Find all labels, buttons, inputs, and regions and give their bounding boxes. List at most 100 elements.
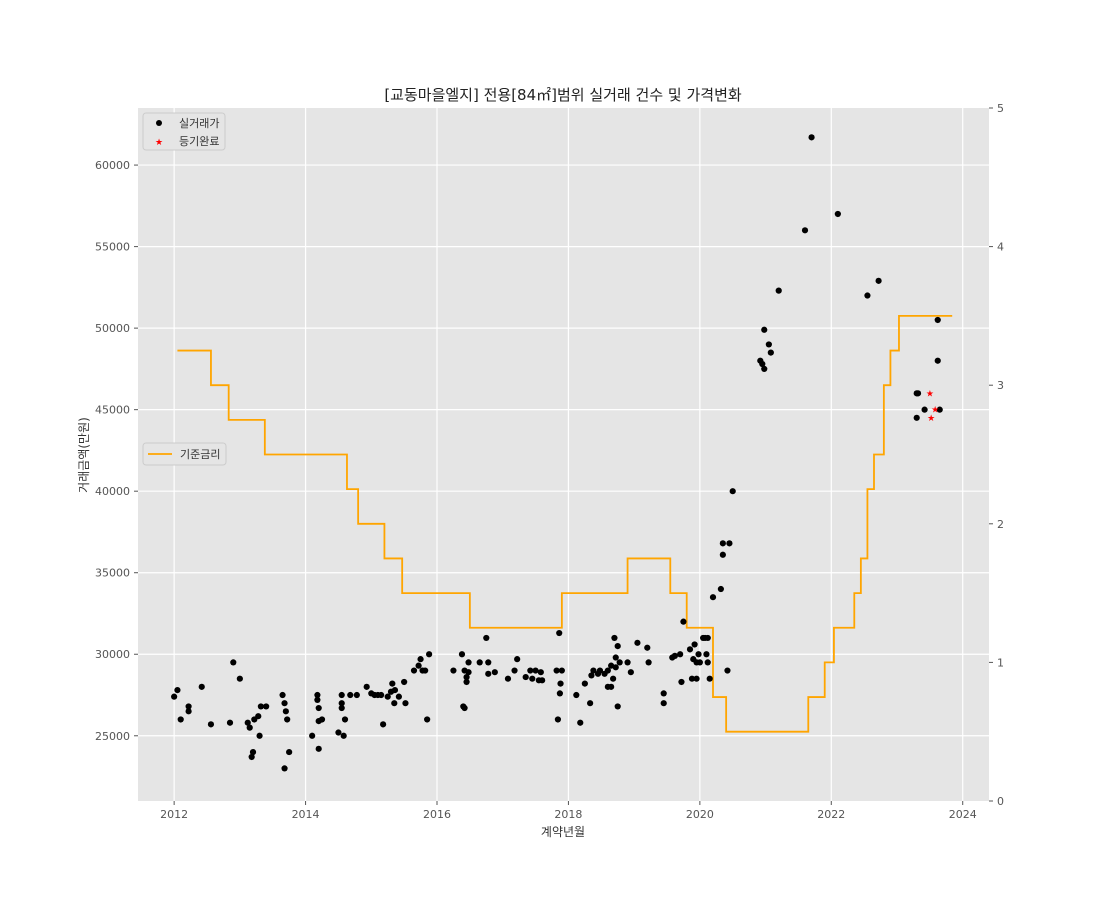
trade-point xyxy=(522,673,529,681)
trade-point xyxy=(426,651,433,658)
trade-point xyxy=(286,748,293,756)
trade-point xyxy=(281,700,288,707)
trade-point xyxy=(380,721,387,728)
trade-point xyxy=(378,691,385,699)
trade-point xyxy=(391,700,398,707)
x-axis-label: 계약년월 xyxy=(541,824,585,839)
legend-lower-box xyxy=(142,442,227,466)
trade-point xyxy=(363,683,370,690)
trade-point xyxy=(315,745,322,752)
trade-point xyxy=(706,675,713,682)
trade-point xyxy=(422,667,429,674)
legend-lower: 기준금리 xyxy=(142,442,227,466)
trade-point xyxy=(693,675,700,682)
y-tick-label: 40000 xyxy=(95,485,130,498)
trade-point xyxy=(717,585,724,593)
trade-point xyxy=(537,669,544,676)
trade-point xyxy=(775,287,782,294)
x-tick-label: 2022 xyxy=(817,808,845,821)
y-axis-ticks: 25000 30000 35000 40000 45000 50000 55000 60000 xyxy=(95,159,138,743)
x-tick-label: 2018 xyxy=(554,808,582,821)
trade-point xyxy=(284,716,291,723)
trade-point xyxy=(612,664,619,671)
registered-point: ★ xyxy=(927,414,935,424)
trade-point xyxy=(660,700,667,707)
trade-point xyxy=(704,659,711,666)
y-tick-label: 25000 xyxy=(95,730,130,743)
trade-point xyxy=(504,675,512,682)
trade-point xyxy=(389,680,396,687)
trade-point xyxy=(236,675,243,682)
trade-point xyxy=(318,716,326,723)
trade-point xyxy=(230,659,237,666)
trade-point xyxy=(335,729,342,736)
x-axis-ticks: 2012 2014 2016 2018 2020 2022 2024 xyxy=(160,801,977,821)
trade-point xyxy=(875,277,882,284)
trade-points-layer xyxy=(171,134,943,772)
trade-point xyxy=(644,644,651,651)
trade-point xyxy=(338,691,345,699)
trade-point xyxy=(913,414,920,421)
trade-point xyxy=(476,659,483,666)
trade-point xyxy=(614,642,621,650)
legend-upper: 실거래가 ★ 등기완료 xyxy=(142,112,226,151)
trade-point xyxy=(704,634,711,642)
trade-point xyxy=(765,341,772,348)
trade-point xyxy=(761,365,768,372)
trade-point xyxy=(391,687,399,694)
trade-point xyxy=(767,349,774,356)
trade-point xyxy=(461,704,468,712)
trade-point xyxy=(539,677,546,684)
legend-trade-marker xyxy=(156,120,162,126)
trade-point xyxy=(511,667,518,674)
gridlines xyxy=(138,108,989,801)
trade-point xyxy=(458,651,466,658)
trade-point xyxy=(678,678,685,686)
trade-point xyxy=(529,675,536,682)
trade-point xyxy=(198,683,205,690)
y2-axis-ticks: 0 1 2 3 4 5 xyxy=(989,102,1004,808)
trade-point xyxy=(256,732,263,739)
registered-point: ★ xyxy=(926,389,934,399)
trade-point xyxy=(686,646,694,653)
trade-point xyxy=(596,667,604,674)
trade-point xyxy=(340,732,347,739)
y-tick-label: 55000 xyxy=(95,241,130,254)
chart-title: [교동마을엘지] 전용[84㎡]범위 실거래 건수 및 가격변화 xyxy=(384,86,742,104)
trade-point xyxy=(759,360,766,368)
trade-point xyxy=(465,659,472,666)
trade-point xyxy=(257,703,264,710)
trade-point xyxy=(558,667,565,674)
trade-point xyxy=(491,669,498,676)
trade-point xyxy=(729,488,736,495)
trade-point xyxy=(246,724,253,731)
legend-trade-label: 실거래가 xyxy=(179,117,219,130)
trade-point xyxy=(557,680,564,687)
rate-line-layer xyxy=(177,315,953,733)
trade-point xyxy=(719,551,726,558)
x-tick-label: 2024 xyxy=(949,808,977,821)
y-tick-label: 50000 xyxy=(95,322,130,335)
trade-point xyxy=(514,656,521,663)
trade-point xyxy=(934,357,941,364)
trade-point xyxy=(588,672,595,679)
trade-point xyxy=(556,690,563,697)
trade-point xyxy=(314,691,321,699)
x-tick-label: 2016 xyxy=(423,808,451,821)
trade-point xyxy=(573,691,580,699)
trade-point xyxy=(177,716,184,723)
trade-point xyxy=(703,651,710,658)
trade-point xyxy=(587,700,594,707)
y-tick-label: 60000 xyxy=(95,159,130,172)
trade-point xyxy=(463,673,470,681)
trade-point xyxy=(864,292,871,299)
trade-point xyxy=(485,670,492,677)
trade-point xyxy=(761,326,768,333)
trade-point xyxy=(709,594,717,601)
trade-point xyxy=(485,659,492,666)
trade-point xyxy=(660,690,667,697)
y2-tick-label: 5 xyxy=(997,102,1004,115)
trade-point xyxy=(338,704,345,712)
trade-point xyxy=(553,667,560,674)
